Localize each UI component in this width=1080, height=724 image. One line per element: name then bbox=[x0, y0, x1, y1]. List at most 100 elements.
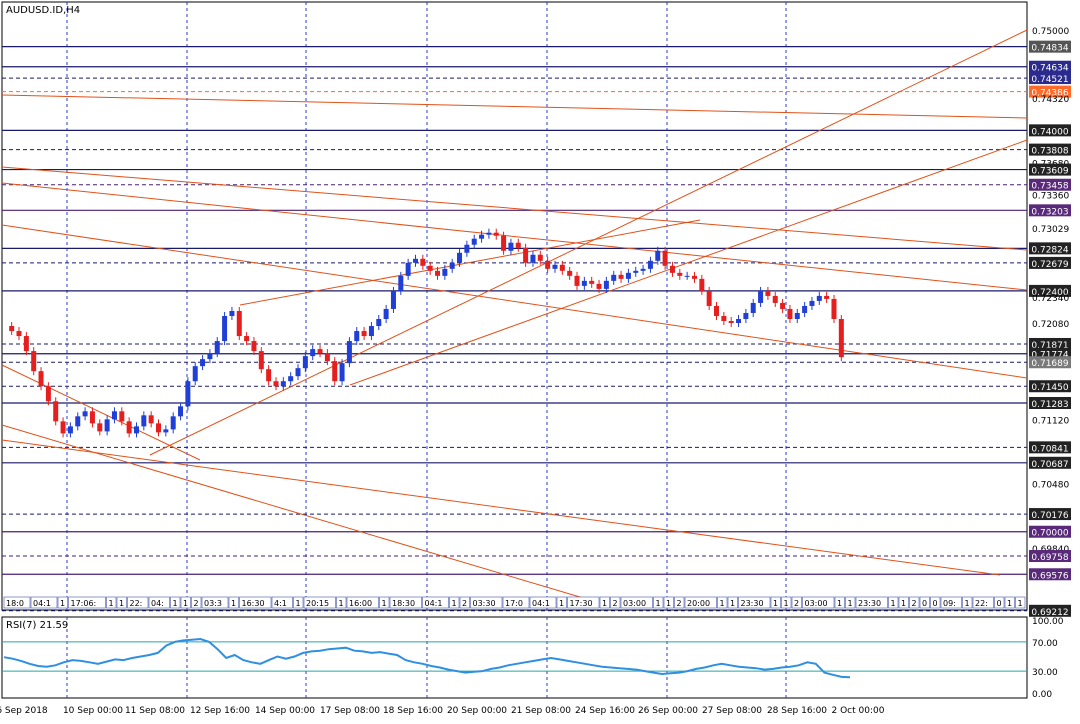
bottom-label-box bbox=[898, 596, 909, 609]
price-tick-label: 0.70841 bbox=[1031, 444, 1068, 454]
price-tick-label: 0.70687 bbox=[1031, 460, 1068, 470]
candle-body bbox=[97, 423, 103, 432]
bottom-label: 1 bbox=[559, 599, 564, 608]
bottom-label-box bbox=[674, 596, 685, 609]
price-tick-label: 0.73029 bbox=[1032, 225, 1069, 235]
trend-line bbox=[239, 219, 701, 306]
price-tick-label: 0.70176 bbox=[1031, 511, 1068, 521]
price-tick-label: 0.73609 bbox=[1031, 167, 1068, 177]
candle-body bbox=[794, 312, 800, 319]
trend-line bbox=[149, 29, 1028, 456]
price-label-box bbox=[1029, 337, 1071, 350]
bottom-label: 1 bbox=[773, 599, 778, 608]
bottom-label-box bbox=[791, 596, 802, 609]
candle-body bbox=[464, 244, 470, 253]
bottom-label: 1 bbox=[848, 599, 853, 608]
candle-body bbox=[537, 254, 543, 261]
bottom-label: 03:3 bbox=[204, 599, 222, 608]
bottom-label: 1 bbox=[891, 599, 896, 608]
candle-body bbox=[332, 361, 338, 382]
bottom-label: 22: bbox=[975, 599, 988, 608]
bottom-label: 0 bbox=[997, 599, 1002, 608]
candle-body bbox=[618, 274, 624, 279]
candle-body bbox=[611, 274, 617, 281]
candle-body bbox=[633, 270, 639, 273]
candle-body bbox=[89, 411, 95, 424]
candle-body bbox=[574, 275, 580, 286]
bottom-label-box bbox=[567, 596, 600, 609]
bottom-label-box bbox=[201, 596, 229, 609]
candle-body bbox=[16, 331, 22, 337]
candle-body bbox=[714, 305, 720, 316]
price-tick-label: 0.72080 bbox=[1032, 320, 1069, 330]
price-tick-label: 0.73360 bbox=[1032, 192, 1069, 202]
bottom-label-box bbox=[684, 596, 717, 609]
price-label-box bbox=[1029, 396, 1071, 409]
candle-body bbox=[288, 376, 294, 382]
bottom-label: 04:1 bbox=[425, 599, 443, 608]
candle-body bbox=[699, 278, 705, 291]
candle-body bbox=[31, 351, 37, 372]
trend-line bbox=[1, 424, 591, 601]
bottom-label-box bbox=[379, 596, 390, 609]
candle-body bbox=[405, 262, 411, 276]
candle-body bbox=[9, 326, 15, 332]
candle-body bbox=[222, 315, 228, 342]
bottom-label: 2 bbox=[794, 599, 799, 608]
bottom-label: 2 bbox=[677, 599, 682, 608]
bottom-label-box bbox=[57, 596, 68, 609]
price-label-box bbox=[1029, 380, 1071, 393]
bottom-label: 16:30 bbox=[242, 599, 265, 608]
price-tick-label: 0.74634 bbox=[1031, 64, 1068, 74]
bottom-label: 1 bbox=[602, 599, 607, 608]
bottom-label: 17:30 bbox=[570, 599, 593, 608]
bottom-label: 1 bbox=[119, 599, 124, 608]
price-label-box bbox=[1029, 284, 1071, 297]
candle-body bbox=[530, 254, 536, 263]
bottom-label-box bbox=[919, 596, 930, 609]
bottom-label-box bbox=[529, 596, 557, 609]
candle-body bbox=[185, 381, 191, 407]
candle-body bbox=[192, 366, 198, 382]
bottom-label-box bbox=[610, 596, 621, 609]
candle-body bbox=[200, 359, 206, 367]
bottom-label: 2 bbox=[613, 599, 618, 608]
price-label-box bbox=[1029, 525, 1071, 538]
bottom-label: 09: bbox=[943, 599, 956, 608]
candle-body bbox=[684, 275, 690, 277]
bottom-label: 1 bbox=[666, 599, 671, 608]
bottom-label: 1 bbox=[901, 599, 906, 608]
candle-body bbox=[60, 421, 66, 434]
bottom-label-box bbox=[888, 596, 899, 609]
price-tick-label: 0.69576 bbox=[1031, 571, 1068, 581]
bottom-label-box bbox=[663, 596, 674, 609]
price-label-box bbox=[1029, 143, 1071, 156]
price-tick-label: 0.71450 bbox=[1031, 383, 1068, 393]
x-tick-label: 12 Sep 16:00 bbox=[190, 706, 250, 716]
candle-body bbox=[640, 268, 646, 271]
candle-body bbox=[45, 386, 51, 402]
price-tick-label: 0.71774 bbox=[1031, 351, 1068, 361]
candle-body bbox=[545, 260, 551, 269]
price-tick-label: 0.71871 bbox=[1031, 341, 1068, 351]
price-label-box bbox=[1029, 124, 1071, 137]
candle-body bbox=[207, 353, 213, 360]
bottom-label: 20:00 bbox=[687, 599, 710, 608]
bottom-label-box bbox=[930, 596, 941, 609]
candle-body bbox=[669, 265, 675, 273]
candle-body bbox=[508, 242, 514, 251]
candle-body bbox=[721, 315, 727, 322]
rsi-tick-label: 0.00 bbox=[1032, 690, 1052, 700]
rsi-tick-label: 100.00 bbox=[1032, 617, 1064, 627]
price-tick-label: 0.69212 bbox=[1031, 608, 1068, 618]
bottom-label-box bbox=[1004, 596, 1015, 609]
price-label-box bbox=[1029, 356, 1071, 369]
price-tick-label: 0.75000 bbox=[1032, 27, 1069, 37]
bottom-label-box bbox=[717, 596, 728, 609]
candle-body bbox=[141, 415, 147, 427]
price-label-box bbox=[1029, 204, 1071, 217]
bottom-label-box bbox=[620, 596, 653, 609]
candle-body bbox=[148, 415, 154, 424]
candle-body bbox=[493, 232, 499, 236]
price-label-box bbox=[1029, 72, 1071, 85]
